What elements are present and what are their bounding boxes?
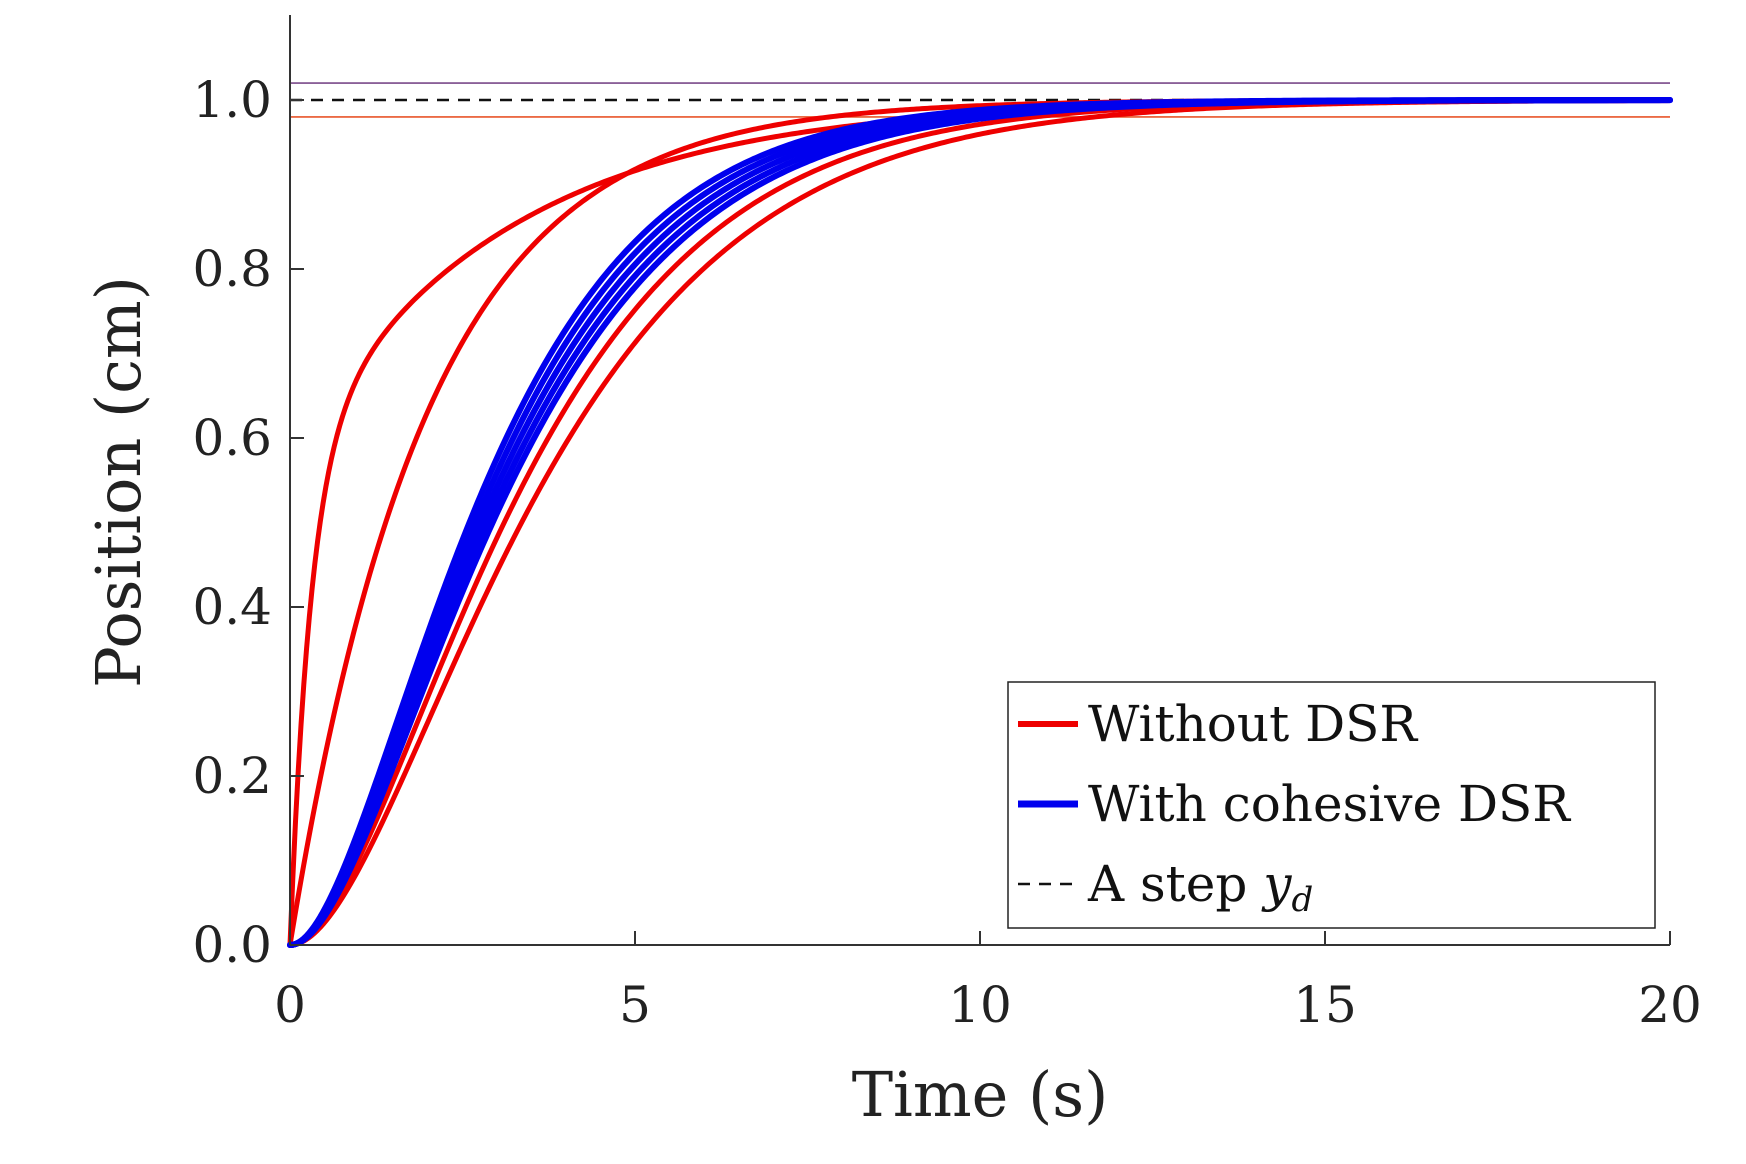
- x-ticks: 0 5 10 15 20: [274, 931, 1702, 1034]
- x-axis-title: Time (s): [852, 1058, 1109, 1131]
- series-group-with-dsr: [287, 97, 1673, 948]
- y-tick-label: 0.4: [192, 578, 272, 636]
- legend-reference-symbol: y: [1261, 855, 1292, 913]
- curves: [287, 97, 1673, 948]
- legend-reference-subscript: d: [1292, 880, 1314, 920]
- y-tick-label: 0.2: [192, 747, 272, 805]
- x-tick-label: 20: [1638, 976, 1702, 1034]
- y-tick-label: 0.0: [192, 916, 272, 974]
- y-tick-label: 1.0: [192, 71, 272, 129]
- y-tick-label: 0.6: [192, 409, 272, 467]
- legend-box: [1007, 681, 1656, 929]
- y-tick-label: 0.8: [192, 240, 272, 298]
- series-line-with-dsr-5: [287, 97, 1673, 948]
- legend: Without DSR With cohesive DSR A step yd: [1007, 681, 1656, 929]
- legend-label-with-dsr: With cohesive DSR: [1088, 775, 1571, 833]
- x-tick-label: 10: [948, 976, 1012, 1034]
- legend-label-without-dsr: Without DSR: [1088, 695, 1418, 753]
- legend-reference-text: A step: [1087, 855, 1263, 913]
- y-ticks: 0.0 0.2 0.4 0.6 0.8 1.0: [192, 71, 304, 974]
- x-tick-label: 15: [1293, 976, 1357, 1034]
- x-tick-label: 0: [274, 976, 306, 1034]
- legend-label-reference: A step yd: [1087, 855, 1313, 920]
- x-tick-label: 5: [619, 976, 651, 1034]
- y-axis-title: Position (cm): [82, 276, 155, 688]
